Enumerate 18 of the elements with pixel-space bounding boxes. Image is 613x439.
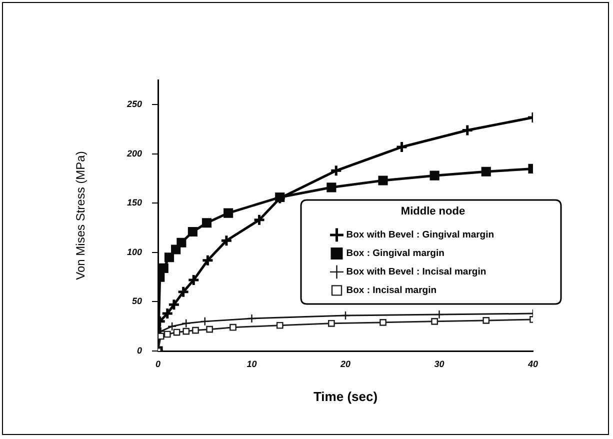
x-tick-label: 20 [339, 358, 351, 369]
y-axis-title: Von Mises Stress (MPa) [74, 151, 88, 280]
y-tick-label: 0 [136, 345, 142, 356]
x-tick-label: 30 [434, 358, 444, 369]
x-tick-label: 40 [526, 358, 538, 369]
legend-label: Box with Bevel : Gingival margin [346, 230, 494, 241]
y-tick-label: 100 [126, 246, 142, 257]
legend-label: Box : Gingival margin [346, 248, 445, 260]
y-tick-label: 50 [132, 296, 142, 306]
x-tick-label: 0 [155, 358, 161, 369]
legend-label: Box with Bevel : Incisal margin [346, 266, 486, 278]
y-tick-label: 250 [126, 99, 142, 110]
y-tick-label: 150 [126, 198, 142, 208]
legend-label: Box : Incisal margin [346, 285, 437, 296]
y-tick-label: 200 [126, 148, 142, 158]
x-axis-title: Time (sec) [313, 388, 378, 404]
legend-title: Middle node [400, 206, 466, 218]
x-tick-label: 10 [246, 358, 257, 369]
